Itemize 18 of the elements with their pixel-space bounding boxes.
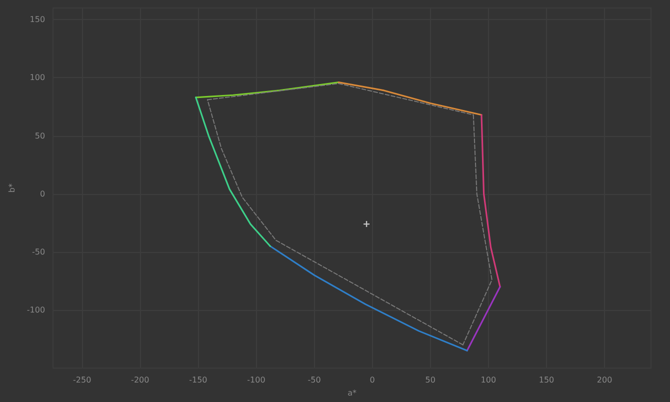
x-tick-label: -50 [308,376,321,385]
x-tick-label: -250 [73,376,92,385]
y-tick-label: 150 [30,15,46,24]
y-axis-title: b* [8,184,16,193]
y-tick-label: -100 [26,306,46,315]
y-tick-label: 50 [34,131,46,140]
x-tick-label: -100 [247,376,266,385]
x-tick-label: 200 [596,376,612,385]
y-tick-label: -50 [32,247,46,256]
y-tick-label: 100 [30,73,46,82]
x-tick-label: 0 [370,376,375,385]
x-tick-label: 100 [480,376,496,385]
x-axis-title: a* [348,388,356,398]
x-tick-label: -200 [131,376,150,385]
y-tick-label: 0 [40,189,46,198]
x-tick-label: -150 [189,376,208,385]
x-tick-label: 150 [538,376,554,385]
x-tick-label: 50 [425,376,436,385]
